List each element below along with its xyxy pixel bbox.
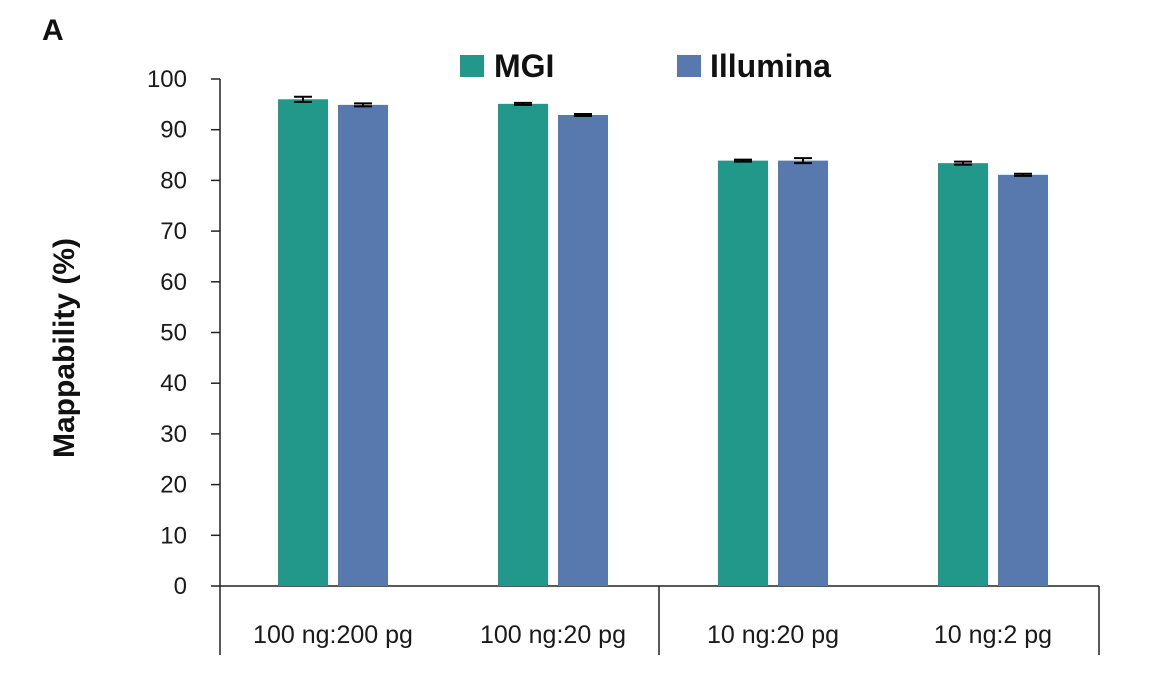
y-tick-label: 100 (147, 66, 187, 93)
y-tick-label: 30 (160, 421, 187, 448)
error-bar-mgi-1 (294, 95, 312, 103)
error-bar-mgi-3 (734, 158, 752, 163)
legend-label-illumina: Illumina (710, 48, 831, 84)
error-bar-illumina-4 (1014, 172, 1032, 177)
bars (278, 95, 1048, 587)
x-category-label: 10 ng:20 pg (707, 621, 839, 649)
legend-label-mgi: MGI (494, 48, 554, 84)
y-axis-title: Mappability (%) (48, 238, 81, 458)
x-category-label: 100 ng:20 pg (480, 621, 626, 649)
error-bar-mgi-2 (514, 101, 532, 106)
bar-mgi-3 (718, 160, 768, 586)
y-tick-label: 10 (160, 522, 187, 549)
error-bar-illumina-1 (354, 102, 372, 108)
error-bar-illumina-2 (574, 112, 592, 118)
bar-mgi-1 (278, 99, 328, 586)
x-category-label: 100 ng:200 pg (253, 621, 413, 649)
x-labels: 100 ng:200 pg 100 ng:20 pg 10 ng:20 pg 10 n… (253, 621, 1052, 649)
y-tick-label: 90 (160, 117, 187, 144)
y-tick-label: 20 (160, 472, 187, 499)
bar-illumina-2 (558, 114, 608, 586)
error-bar-mgi-4 (954, 160, 972, 166)
y-tick-label: 60 (160, 269, 187, 296)
x-category-label: 10 ng:2 pg (934, 621, 1052, 649)
bar-illumina-3 (778, 160, 828, 586)
panel-label: A (42, 14, 64, 47)
y-tick-label: 70 (160, 218, 187, 245)
legend-swatch-mgi (460, 55, 484, 77)
bar-illumina-1 (338, 104, 388, 587)
y-ticks: 0 10 20 30 40 50 60 70 80 90 100 (147, 66, 220, 600)
y-tick-label: 0 (174, 573, 187, 600)
bar-mgi-4 (938, 163, 988, 587)
legend: MGI Illumina (460, 48, 831, 84)
legend-swatch-illumina (677, 55, 701, 77)
y-tick-label: 40 (160, 370, 187, 397)
bar-mgi-2 (498, 103, 548, 586)
bar-illumina-4 (998, 174, 1048, 586)
y-tick-label: 80 (160, 167, 187, 194)
y-tick-label: 50 (160, 320, 187, 347)
error-bar-illumina-3 (794, 157, 812, 165)
